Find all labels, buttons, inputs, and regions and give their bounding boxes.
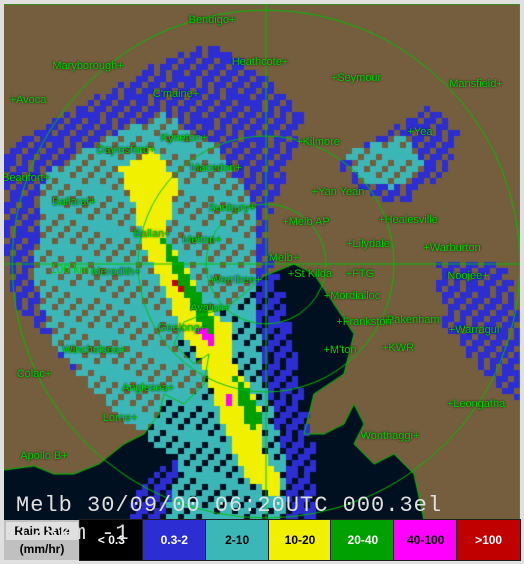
location-label: Anglesea+ bbox=[122, 382, 174, 394]
location-label: Mansfield+ bbox=[449, 78, 503, 90]
location-label: Bendigo+ bbox=[189, 14, 236, 26]
location-label: Sunbury+ bbox=[208, 202, 255, 214]
location-label: Werribee+ bbox=[211, 274, 262, 286]
location-label: Beaufort+ bbox=[4, 172, 50, 184]
location-label: +Kilmore bbox=[296, 136, 340, 148]
legend-swatch: 0.3-2 bbox=[143, 520, 206, 560]
location-label: +Yan Yean bbox=[312, 186, 365, 198]
location-label: Ballan+ bbox=[133, 228, 170, 240]
location-label: Geelong+ bbox=[158, 322, 206, 334]
location-label: Melb+ bbox=[269, 252, 299, 264]
range-label: 100 km bbox=[50, 262, 89, 276]
location-label: +Leongatha bbox=[447, 398, 505, 410]
legend-swatch: 2-10 bbox=[206, 520, 269, 560]
location-label: Maryborough+ bbox=[52, 60, 123, 72]
location-label: Daylesford+ bbox=[96, 144, 155, 156]
legend-swatches: < 0.30.3-22-1010-2020-4040-100>100 bbox=[80, 520, 520, 560]
location-label: Melton+ bbox=[182, 234, 221, 246]
location-label: Meredith+ bbox=[91, 266, 140, 278]
location-label: Ballarat+ bbox=[52, 196, 96, 208]
location-label: +FTG bbox=[346, 268, 374, 280]
location-label: Colac+ bbox=[17, 368, 52, 380]
location-label: Noojee+ bbox=[447, 270, 488, 282]
location-label: Wonthaggi+ bbox=[361, 430, 420, 442]
location-label: Lorne+ bbox=[103, 412, 138, 424]
location-label: +Avoca bbox=[10, 94, 47, 106]
legend-swatch: 20-40 bbox=[331, 520, 394, 560]
location-label: +Mordialloc bbox=[324, 290, 381, 302]
location-label: Winchelsea+ bbox=[62, 344, 125, 356]
location-label: +Warburton bbox=[423, 242, 480, 254]
location-label: +Yea bbox=[408, 126, 433, 138]
legend-swatch: 10-20 bbox=[269, 520, 332, 560]
location-label: C'maine+ bbox=[153, 88, 199, 100]
location-label: +KWR bbox=[382, 342, 414, 354]
location-label: +St Kilda bbox=[288, 268, 332, 280]
location-label: Heathcote+ bbox=[232, 56, 289, 68]
location-label: Kyneton+ bbox=[161, 132, 208, 144]
status-line: Melb 30/09/00 06:20UTC 000.3el 128km -1 bbox=[4, 492, 520, 520]
location-label: +Seymour bbox=[331, 72, 381, 84]
location-label: +M'ton bbox=[324, 344, 357, 356]
location-label: +Lilydale bbox=[346, 238, 390, 250]
location-label: Macedon+ bbox=[190, 162, 242, 174]
location-label: +Warragul bbox=[449, 324, 500, 336]
location-label: Apollo B+ bbox=[20, 450, 67, 462]
location-label: Avalon+ bbox=[190, 302, 230, 314]
location-label: +Frankston bbox=[336, 316, 391, 328]
radar-display: 100 km Bendigo+ Heathcote+ +Seymour Mansfie… bbox=[4, 4, 520, 520]
location-label: +Healesville bbox=[378, 214, 438, 226]
location-label: +Melb AP bbox=[282, 216, 329, 228]
legend-swatch: >100 bbox=[457, 520, 520, 560]
legend-swatch: 40-100 bbox=[394, 520, 457, 560]
